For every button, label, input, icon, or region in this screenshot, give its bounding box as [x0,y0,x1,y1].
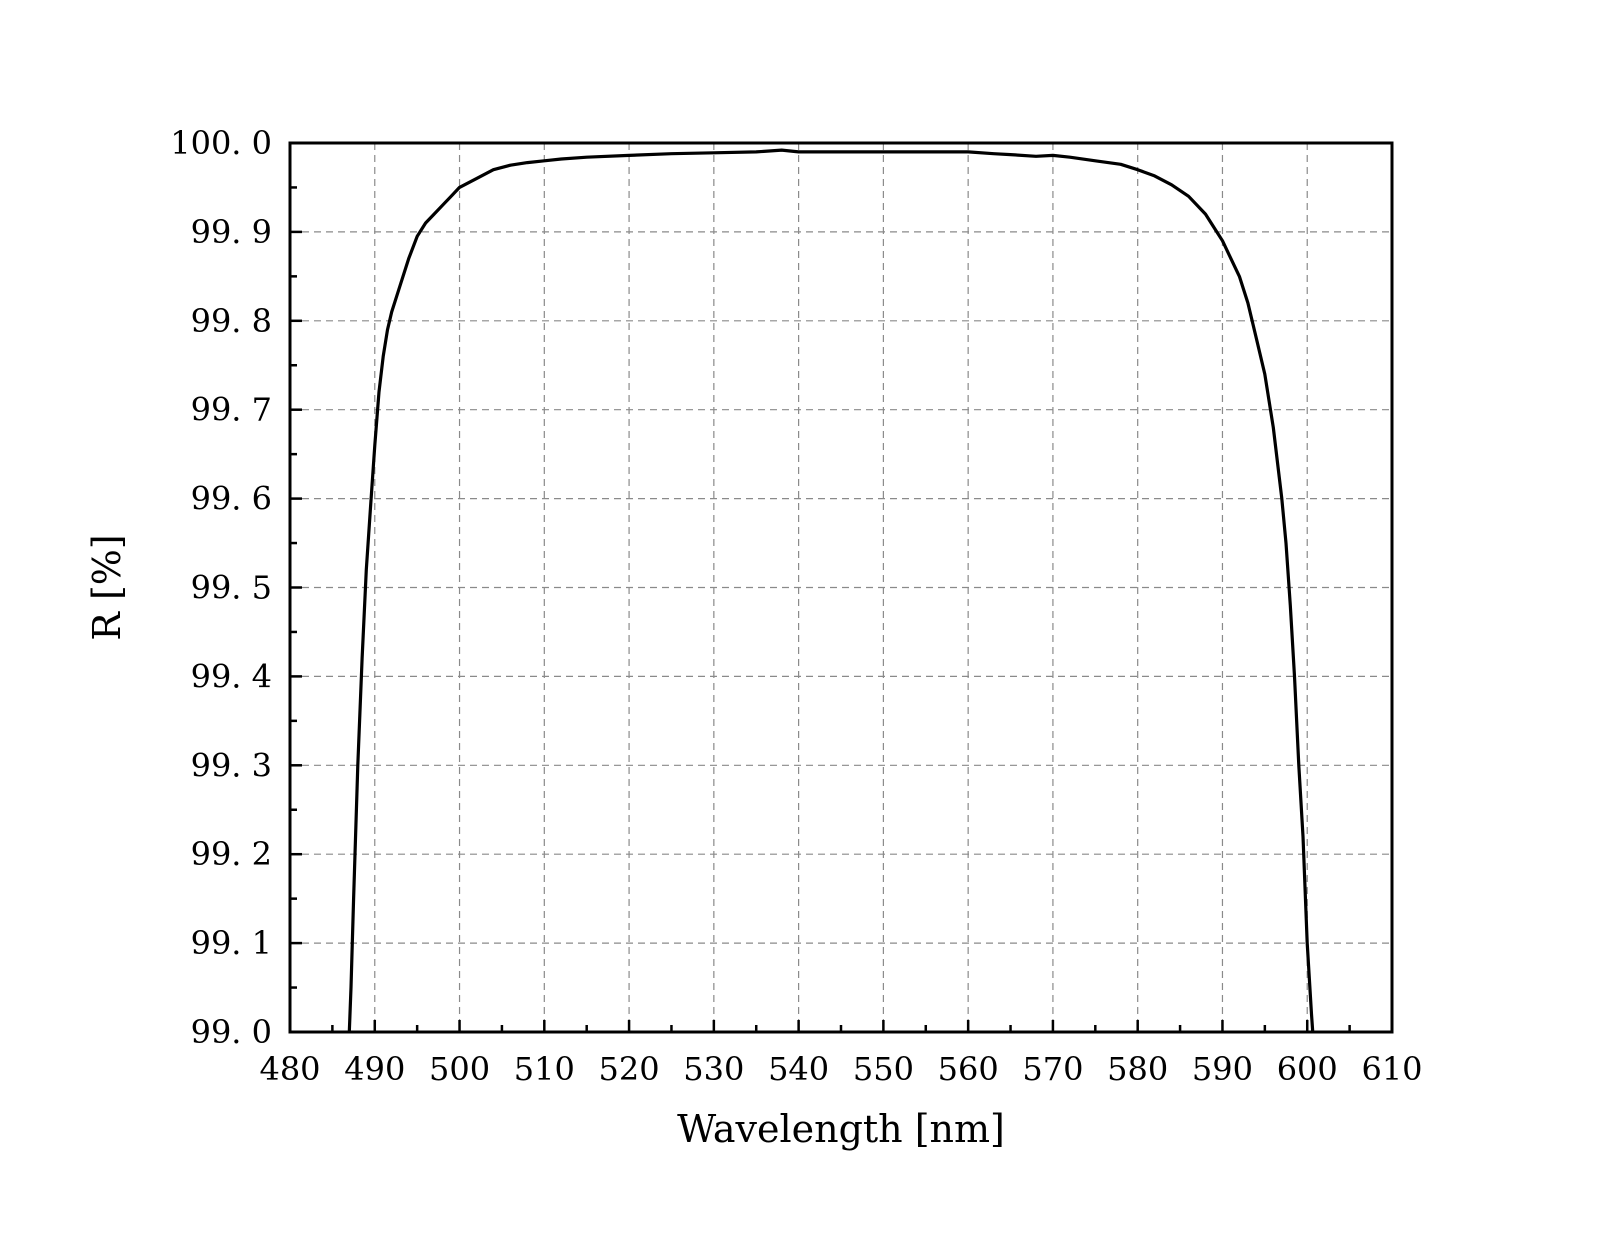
x-tick-label: 570 [1022,1050,1083,1088]
series-line-0 [347,148,1315,1032]
y-tick-labels: 99. 0 99. 1 99. 2 99. 3 99. 4 99. 5 99. 6 99. 7… [170,124,272,1051]
y-tick-label: 99. 7 [191,391,272,429]
y-tick-label: 99. 1 [191,924,272,962]
x-tick-label: 600 [1277,1050,1338,1088]
x-tick-label: 560 [938,1050,999,1088]
y-tick-label: 99. 9 [191,213,272,251]
x-tick-label: 530 [683,1050,744,1088]
x-tick-label: 480 [259,1050,320,1088]
x-tick-label: 520 [599,1050,660,1088]
x-tick-label: 540 [768,1050,829,1088]
y-tick-label: 99. 6 [191,480,272,518]
x-axis-title: Wavelength [nm] [677,1107,1005,1151]
x-tick-labels: 480 490 500 510 520 530 540 550 560 570 580 590 600 6… [259,1050,1422,1088]
x-tick-label: 610 [1361,1050,1422,1088]
x-tick-label: 490 [344,1050,405,1088]
grid [290,143,1392,1032]
y-axis-title: R [%] [85,534,129,640]
x-tick-label: 590 [1192,1050,1253,1088]
y-tick-label: 99. 3 [191,746,272,784]
x-tick-label: 510 [514,1050,575,1088]
axis-ticks [288,141,1394,1034]
y-tick-label: 100. 0 [170,124,272,162]
y-tick-label: 99. 8 [191,302,272,340]
y-tick-label: 99. 4 [191,657,272,695]
x-tick-label: 550 [853,1050,914,1088]
y-tick-label: 99. 0 [191,1013,272,1051]
x-tick-label: 500 [429,1050,490,1088]
series-layer [347,148,1315,1032]
y-tick-label: 99. 2 [191,835,272,873]
x-tick-label: 580 [1107,1050,1168,1088]
y-tick-label: 99. 5 [191,569,272,607]
